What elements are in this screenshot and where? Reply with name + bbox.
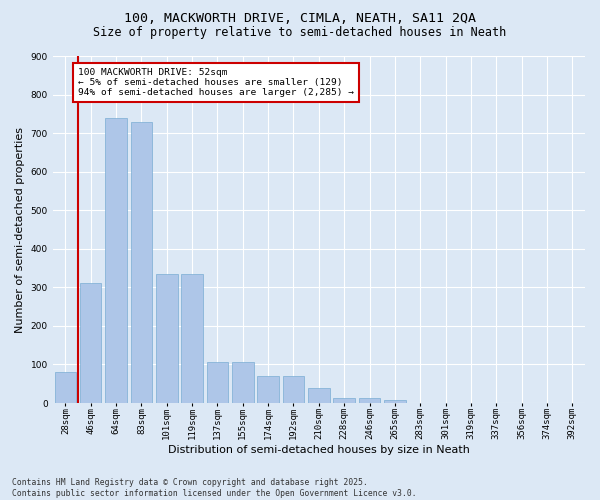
X-axis label: Distribution of semi-detached houses by size in Neath: Distribution of semi-detached houses by … <box>168 445 470 455</box>
Bar <box>359 398 380 403</box>
Bar <box>232 362 254 403</box>
Text: Contains HM Land Registry data © Crown copyright and database right 2025.
Contai: Contains HM Land Registry data © Crown c… <box>12 478 416 498</box>
Bar <box>156 274 178 403</box>
Bar <box>181 274 203 403</box>
Y-axis label: Number of semi-detached properties: Number of semi-detached properties <box>15 126 25 332</box>
Bar <box>105 118 127 403</box>
Text: 100 MACKWORTH DRIVE: 52sqm
← 5% of semi-detached houses are smaller (129)
94% of: 100 MACKWORTH DRIVE: 52sqm ← 5% of semi-… <box>78 68 354 98</box>
Bar <box>55 372 76 403</box>
Bar <box>206 362 228 403</box>
Bar <box>283 376 304 403</box>
Bar <box>334 398 355 403</box>
Text: Size of property relative to semi-detached houses in Neath: Size of property relative to semi-detach… <box>94 26 506 39</box>
Bar <box>384 400 406 403</box>
Bar <box>131 122 152 403</box>
Text: 100, MACKWORTH DRIVE, CIMLA, NEATH, SA11 2QA: 100, MACKWORTH DRIVE, CIMLA, NEATH, SA11… <box>124 12 476 26</box>
Bar <box>308 388 329 403</box>
Bar <box>80 284 101 403</box>
Bar <box>257 376 279 403</box>
